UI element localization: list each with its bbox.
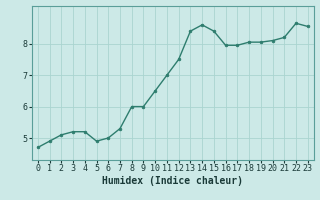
X-axis label: Humidex (Indice chaleur): Humidex (Indice chaleur): [102, 176, 243, 186]
